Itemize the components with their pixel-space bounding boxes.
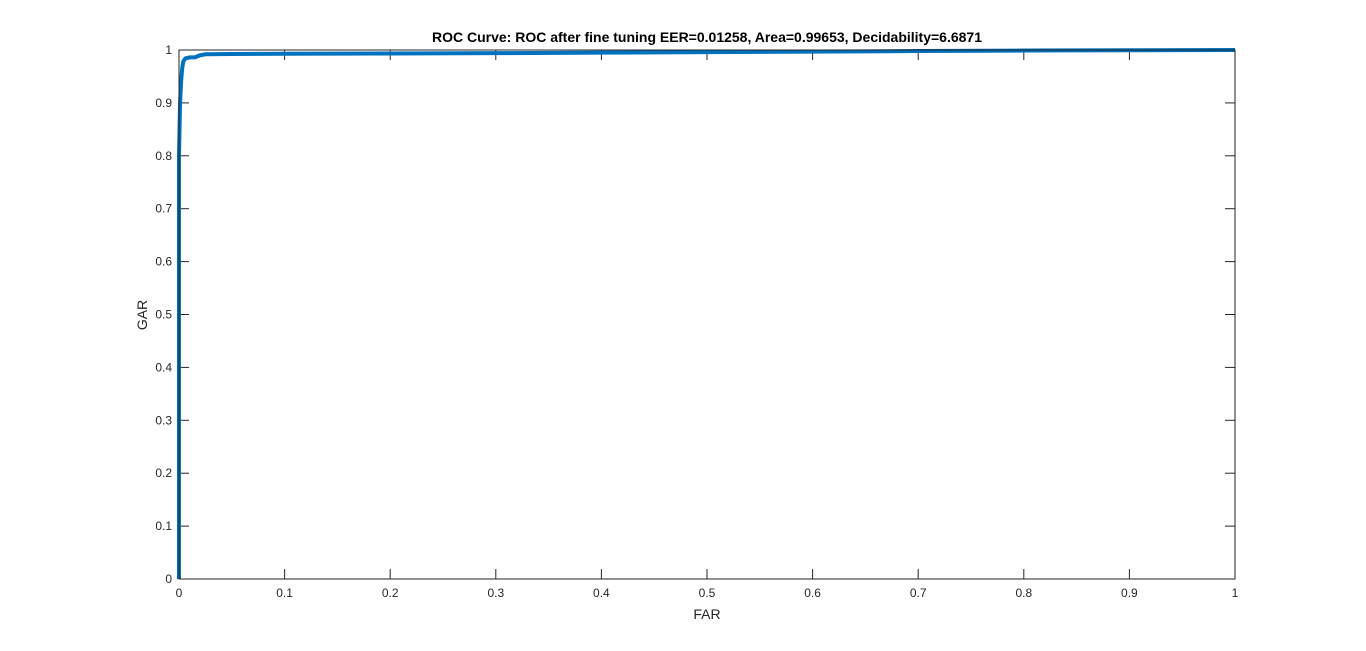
x-tick-label: 0.7 bbox=[910, 586, 927, 600]
plot-frame bbox=[178, 49, 1236, 580]
y-tick-label: 0.5 bbox=[155, 308, 172, 322]
y-tick-label: 0 bbox=[165, 572, 172, 586]
x-tick-label: 0.3 bbox=[487, 586, 504, 600]
x-tick-label: 0.4 bbox=[593, 586, 610, 600]
series-layer bbox=[177, 48, 1236, 579]
axis-tick-labels: 0 0.1 0.2 0.3 0.4 0.5 0.6 0.7 0.8 0.9 1 0 0.1 0.2 0.3 0… bbox=[155, 43, 1238, 600]
plot-area bbox=[179, 50, 1235, 579]
y-tick-label: 0.2 bbox=[155, 466, 172, 480]
y-tick-label: 0.6 bbox=[155, 255, 172, 269]
chart-title: ROC Curve: ROC after fine tuning EER=0.0… bbox=[432, 29, 982, 45]
y-tick-label: 0.8 bbox=[155, 149, 172, 163]
y-tick-label: 0.4 bbox=[155, 360, 172, 374]
y-axis-label: GAR bbox=[134, 300, 150, 330]
x-tick-label: 0.6 bbox=[804, 586, 821, 600]
x-tick-label: 0.2 bbox=[382, 586, 399, 600]
x-tick-label: 0.8 bbox=[1015, 586, 1032, 600]
roc-curve-line bbox=[177, 48, 1236, 579]
y-tick-label: 1 bbox=[165, 43, 172, 57]
y-tick-label: 0.9 bbox=[155, 96, 172, 110]
x-tick-label: 0.5 bbox=[699, 586, 716, 600]
x-axis-label: FAR bbox=[693, 606, 720, 622]
x-tick-label: 0 bbox=[176, 586, 183, 600]
x-tick-label: 0.9 bbox=[1121, 586, 1138, 600]
y-tick-label: 0.1 bbox=[155, 519, 172, 533]
x-tick-label: 1 bbox=[1232, 586, 1239, 600]
y-tick-label: 0.7 bbox=[155, 202, 172, 216]
y-tick-label: 0.3 bbox=[155, 413, 172, 427]
x-tick-label: 0.1 bbox=[276, 586, 293, 600]
